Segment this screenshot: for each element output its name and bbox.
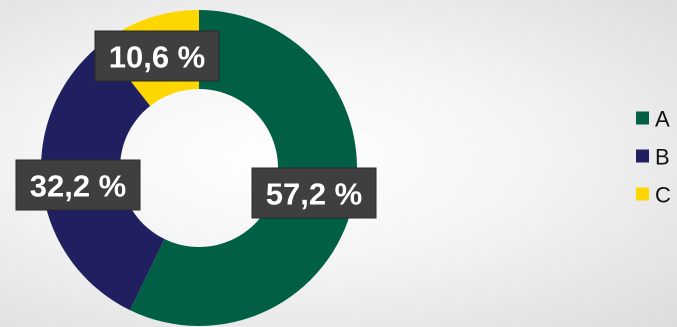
data-label-c: 10,6 %	[94, 30, 220, 82]
legend: ABC	[636, 107, 671, 208]
legend-label: C	[655, 183, 671, 208]
legend-label: A	[655, 107, 670, 132]
data-label-text: 32,2 %	[30, 169, 127, 204]
legend-swatch	[636, 111, 649, 125]
legend-label: B	[655, 145, 670, 170]
data-label-text: 10,6 %	[109, 40, 206, 75]
data-label-background	[15, 159, 141, 211]
legend-swatch	[636, 187, 649, 201]
data-label-a: 57,2 %	[251, 167, 377, 219]
legend-swatch	[636, 149, 649, 163]
legend-entry-c: C	[636, 183, 671, 208]
slice-a	[129, 10, 358, 327]
data-label-b: 32,2 %	[15, 159, 141, 211]
legend-entry-b: B	[636, 145, 670, 170]
data-label-text: 57,2 %	[266, 177, 363, 212]
data-labels: 57,2 % 32,2 % 10,6 %	[15, 30, 377, 219]
data-label-background	[251, 167, 377, 219]
legend-entry-a: A	[636, 107, 670, 132]
data-label-background	[94, 30, 220, 82]
